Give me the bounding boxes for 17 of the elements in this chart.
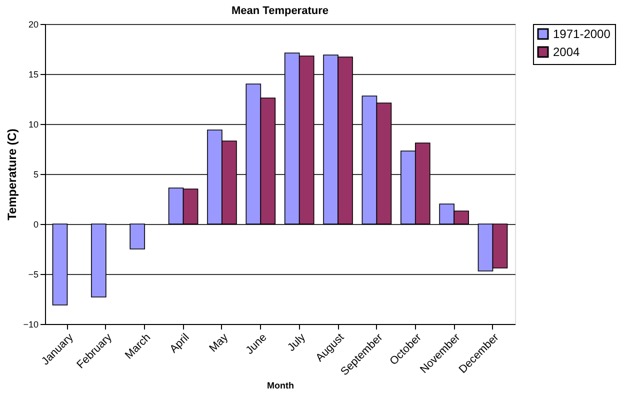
y-tick-label: 15	[28, 70, 38, 80]
bar	[52, 224, 68, 306]
y-tick-label: 10	[28, 120, 38, 130]
x-axis-title: Month	[267, 380, 294, 390]
legend-label: 1971-2000	[553, 27, 611, 41]
y-axis-title: Temperature (C)	[5, 128, 20, 220]
chart-title: Mean Temperature	[232, 5, 328, 17]
y-tick-label: 5	[33, 170, 38, 180]
y-tick-label: −5	[28, 270, 38, 280]
legend-label: 2004	[553, 45, 580, 59]
x-tick-label: July	[286, 331, 308, 354]
x-tick-label: May	[207, 331, 231, 355]
y-tick-label: 20	[28, 20, 38, 30]
bar	[130, 224, 146, 250]
y-tick-label: −10	[23, 320, 38, 330]
bar	[91, 224, 106, 298]
y-tick-label: 0	[33, 220, 38, 230]
